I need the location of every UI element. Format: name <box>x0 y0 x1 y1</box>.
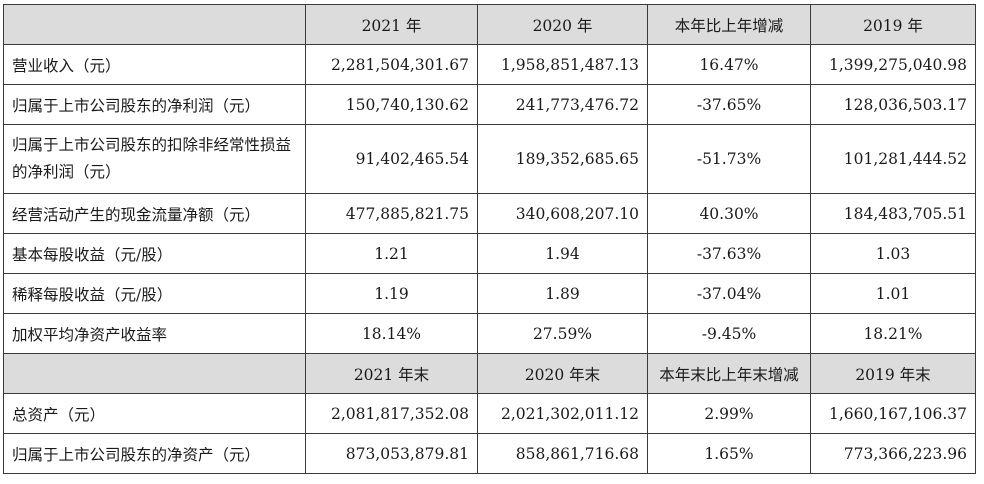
value-change: -51.73% <box>647 124 811 194</box>
value-change: 2.99% <box>647 393 811 434</box>
header-cell-2020: 2020 年 <box>477 4 648 45</box>
row-label: 基本每股收益（元/股） <box>3 233 306 274</box>
row-label: 经营活动产生的现金流量净额（元） <box>3 193 306 234</box>
table-row: 基本每股收益（元/股） 1.21 1.94 -37.63% 1.03 <box>3 233 976 274</box>
value-2019-end: 773,366,223.96 <box>810 433 976 474</box>
value-change: -37.04% <box>647 273 811 314</box>
value-change: 40.30% <box>647 193 811 234</box>
value-2021: 18.14% <box>305 313 478 354</box>
value-2019: 184,483,705.51 <box>810 193 976 234</box>
table-row: 归属于上市公司股东的净利润（元） 150,740,130.62 241,773,… <box>3 84 976 125</box>
value-2021: 477,885,821.75 <box>305 193 478 234</box>
value-change: 1.65% <box>647 433 811 474</box>
subheader-cell-2019-end: 2019 年末 <box>810 353 976 394</box>
table-row: 经营活动产生的现金流量净额（元） 477,885,821.75 340,608,… <box>3 193 976 234</box>
value-2019: 128,036,503.17 <box>810 84 976 125</box>
row-label: 总资产（元） <box>3 393 306 434</box>
value-change: 16.47% <box>647 44 811 85</box>
value-2019: 1.03 <box>810 233 976 274</box>
financial-summary-table: 2021 年 2020 年 本年比上年增减 2019 年 营业收入（元） 2,2… <box>3 4 976 474</box>
value-2019-end: 1,660,167,106.37 <box>810 393 976 434</box>
value-2020-end: 2,021,302,011.12 <box>477 393 648 434</box>
table-row: 总资产（元） 2,081,817,352.08 2,021,302,011.12… <box>3 393 976 434</box>
table-row: 营业收入（元） 2,281,504,301.67 1,958,851,487.1… <box>3 44 976 85</box>
value-2020: 1,958,851,487.13 <box>477 44 648 85</box>
subheader-cell-change: 本年末比上年末增减 <box>647 353 811 394</box>
value-2019: 101,281,444.52 <box>810 124 976 194</box>
table-row: 加权平均净资产收益率 18.14% 27.59% -9.45% 18.21% <box>3 313 976 354</box>
header-cell-change: 本年比上年增减 <box>647 4 811 45</box>
row-label: 加权平均净资产收益率 <box>3 313 306 354</box>
value-2020: 27.59% <box>477 313 648 354</box>
subheader-cell-2021-end: 2021 年末 <box>305 353 478 394</box>
value-2020: 340,608,207.10 <box>477 193 648 234</box>
value-2019: 1,399,275,040.98 <box>810 44 976 85</box>
row-label: 归属于上市公司股东的净利润（元） <box>3 84 306 125</box>
subheader-cell-blank <box>3 353 306 394</box>
table-row: 稀释每股收益（元/股） 1.19 1.89 -37.04% 1.01 <box>3 273 976 314</box>
value-2019: 18.21% <box>810 313 976 354</box>
value-2020: 1.89 <box>477 273 648 314</box>
table-header-row: 2021 年 2020 年 本年比上年增减 2019 年 <box>3 4 976 45</box>
value-2019: 1.01 <box>810 273 976 314</box>
header-cell-2021: 2021 年 <box>305 4 478 45</box>
row-label: 归属于上市公司股东的净资产（元） <box>3 433 306 474</box>
value-2021-end: 2,081,817,352.08 <box>305 393 478 434</box>
value-change: -9.45% <box>647 313 811 354</box>
value-2021: 91,402,465.54 <box>305 124 478 194</box>
header-cell-2019: 2019 年 <box>810 4 976 45</box>
row-label: 营业收入（元） <box>3 44 306 85</box>
value-change: -37.63% <box>647 233 811 274</box>
value-2020: 189,352,685.65 <box>477 124 648 194</box>
value-2021: 1.19 <box>305 273 478 314</box>
table-row: 归属于上市公司股东的净资产（元） 873,053,879.81 858,861,… <box>3 433 976 474</box>
value-2020: 241,773,476.72 <box>477 84 648 125</box>
row-label: 稀释每股收益（元/股） <box>3 273 306 314</box>
value-change: -37.65% <box>647 84 811 125</box>
value-2021: 2,281,504,301.67 <box>305 44 478 85</box>
value-2021: 150,740,130.62 <box>305 84 478 125</box>
table-row: 归属于上市公司股东的扣除非经常性损益的净利润（元） 91,402,465.54 … <box>3 124 976 194</box>
value-2020-end: 858,861,716.68 <box>477 433 648 474</box>
value-2020: 1.94 <box>477 233 648 274</box>
row-label: 归属于上市公司股东的扣除非经常性损益的净利润（元） <box>3 124 306 194</box>
value-2021: 1.21 <box>305 233 478 274</box>
subheader-cell-2020-end: 2020 年末 <box>477 353 648 394</box>
header-cell-blank <box>3 4 306 45</box>
table-subheader-row: 2021 年末 2020 年末 本年末比上年末增减 2019 年末 <box>3 353 976 394</box>
value-2021-end: 873,053,879.81 <box>305 433 478 474</box>
